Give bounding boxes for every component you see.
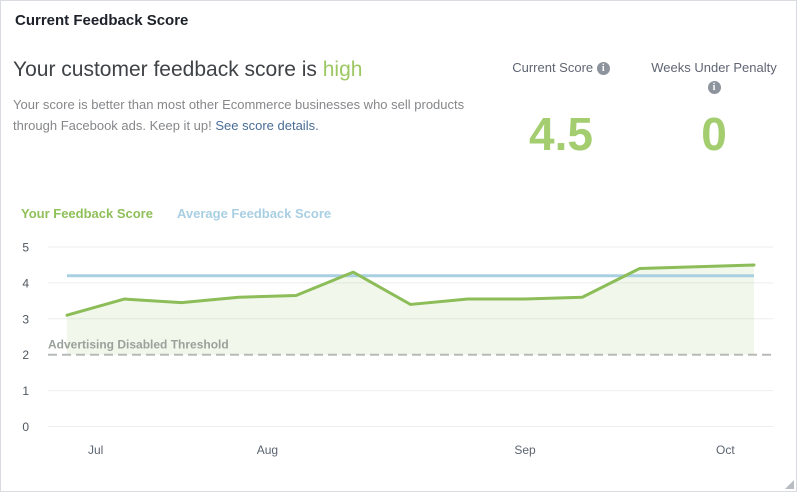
weeks-under-penalty-stat: Weeks Under Penalty i 0 [651,59,777,169]
x-axis-tick-label: Aug [257,443,278,457]
y-axis-tick-label: 1 [22,384,29,398]
resize-handle-icon[interactable] [785,480,794,489]
info-icon[interactable]: i [707,80,721,94]
y-axis-tick-label: 4 [22,276,29,290]
y-axis-tick-label: 2 [22,348,29,362]
current-score-label-row: Current Score i [499,59,623,78]
legend-your-feedback-score: Your Feedback Score [21,206,153,221]
weeks-under-penalty-label-row: Weeks Under Penalty i [651,59,777,97]
weeks-under-penalty-value: 0 [701,108,727,160]
score-level-highlight: high [322,58,363,81]
body-line-1: Your score is better than most other Eco… [13,97,465,112]
chart-legend: Your Feedback Score Average Feedback Scor… [21,206,331,221]
info-icon[interactable]: i [596,62,610,75]
y-axis-tick-label: 5 [22,241,29,255]
page-title: Current Feedback Score [15,12,189,29]
feedback-summary-heading: Your customer feedback score is high [13,58,362,82]
current-score-value: 4.5 [529,108,593,160]
weeks-under-penalty-label: Weeks Under Penalty [651,60,777,75]
y-axis-tick-label: 0 [22,420,29,434]
feedback-score-chart[interactable]: 0 1 2 3 4 5 Advertising Disabled Threshold Jul A… [1,237,797,492]
your-score-line [65,263,756,317]
x-axis-tick-label: Sep [514,443,536,457]
y-axis-tick-label: 3 [22,312,29,326]
legend-average-feedback-score: Average Feedback Score [176,206,332,221]
current-score-label: Current Score [512,60,594,75]
current-score-stat: Current Score i 4.5 [499,59,623,169]
threshold-label: Advertising Disabled Threshold [48,338,229,352]
x-axis-tick-label: Oct [716,443,735,457]
feedback-summary-body: Your score is better than most other Eco… [13,95,493,137]
body-line-2: through Facebook ads. Keep it up! [13,117,216,133]
x-axis-tick-label: Jul [88,443,103,457]
score-area-fill [67,264,754,355]
heading-prefix: Your customer feedback score is [13,58,323,81]
see-score-details-link[interactable]: See score details. [215,117,319,133]
